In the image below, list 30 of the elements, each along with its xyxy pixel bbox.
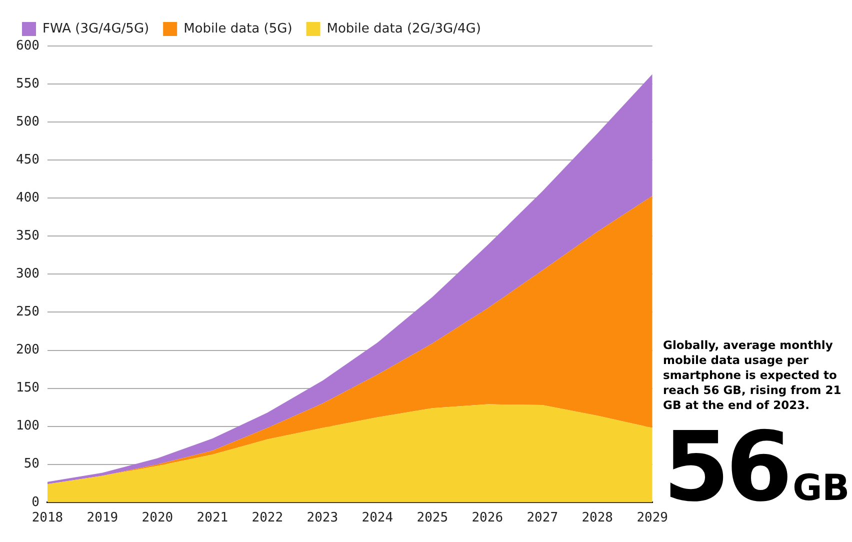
x-tick-label: 2021 xyxy=(196,510,228,526)
x-tick-label: 2020 xyxy=(142,510,174,526)
y-tick-label: 550 xyxy=(16,76,40,92)
y-tick-label: 400 xyxy=(16,190,40,206)
y-tick-label: 350 xyxy=(16,228,40,244)
y-tick-label: 0 xyxy=(32,494,40,510)
y-tick-label: 600 xyxy=(16,38,40,54)
y-tick-label: 100 xyxy=(16,418,40,434)
legend-label: FWA (3G/4G/5G) xyxy=(42,21,150,36)
x-tick-label: 2022 xyxy=(252,510,284,526)
x-tick-label: 2024 xyxy=(362,510,394,526)
y-tick-label: 450 xyxy=(16,152,40,168)
legend-label: Mobile data (2G/3G/4G) xyxy=(326,21,481,36)
y-tick-label: 300 xyxy=(16,266,40,282)
y-tick-label: 250 xyxy=(16,304,40,320)
x-tick-label: 2028 xyxy=(582,510,614,526)
x-tick-label: 2023 xyxy=(306,510,338,526)
legend-label: Mobile data (5G) xyxy=(184,21,292,36)
x-tick-label: 2026 xyxy=(472,510,504,526)
x-tick-label: 2027 xyxy=(526,510,558,526)
y-tick-label: 150 xyxy=(16,380,40,396)
y-tick-label: 500 xyxy=(16,114,40,130)
x-tick-label: 2025 xyxy=(416,510,448,526)
text: Globally, average monthly mobile data usage per smartphone is expected to reach 56 GB, rising from 21 GB at the end of 2023. xyxy=(663,338,842,413)
x-tick-label: 2019 xyxy=(86,510,118,526)
text: GB xyxy=(792,468,850,509)
y-tick-label: 50 xyxy=(24,456,40,472)
x-tick-label: 2018 xyxy=(32,510,64,526)
y-tick-label: 200 xyxy=(16,342,40,358)
x-tick-label: 2029 xyxy=(636,510,668,526)
